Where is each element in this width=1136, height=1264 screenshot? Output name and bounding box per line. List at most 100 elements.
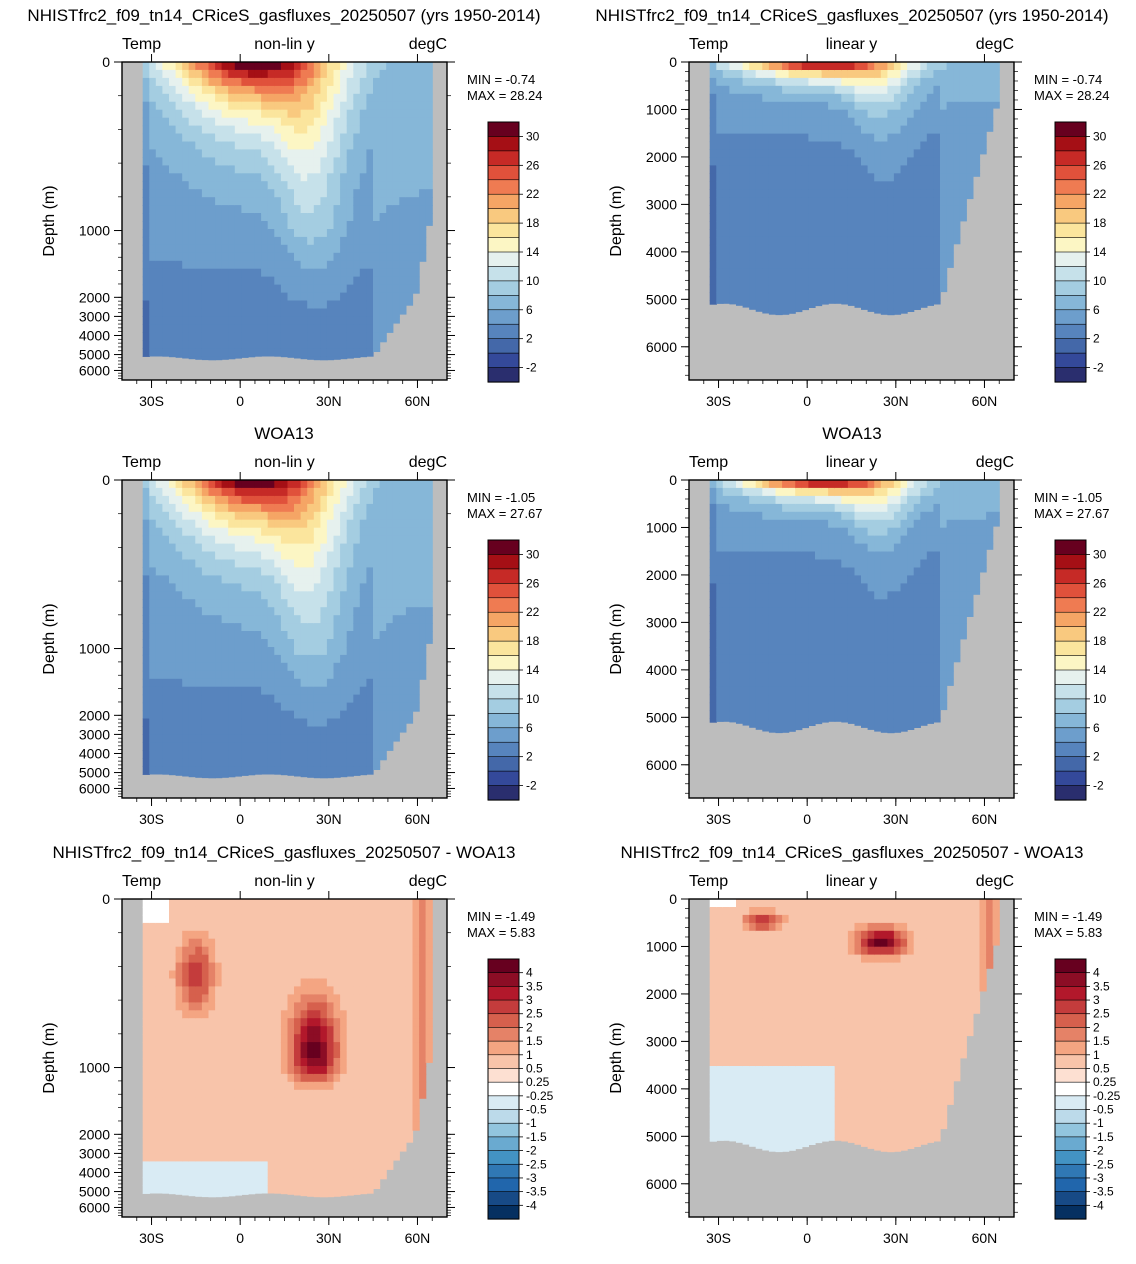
field-cell — [235, 575, 242, 584]
field-cell — [143, 727, 150, 736]
field-cell — [373, 253, 380, 262]
field-cell — [360, 742, 367, 751]
field-cell — [710, 269, 717, 278]
field-cell — [182, 332, 189, 341]
field-cell — [347, 86, 354, 95]
field-cell — [255, 647, 262, 656]
field-cell — [861, 213, 868, 222]
field-cell — [327, 126, 334, 135]
y-tick-label: 1000 — [79, 641, 110, 657]
field-cell — [255, 520, 262, 529]
field-cell — [710, 568, 717, 577]
field-cell — [143, 149, 150, 158]
field-cell — [874, 102, 881, 111]
field-cell — [947, 189, 954, 198]
field-cell — [288, 348, 295, 357]
field-cell — [189, 134, 196, 143]
field-cell — [202, 758, 209, 767]
field-cell — [426, 134, 433, 143]
field-cell — [399, 719, 406, 728]
colorbar-bin — [488, 165, 519, 180]
field-cell — [261, 639, 268, 648]
field-cell — [406, 528, 413, 537]
field-cell — [176, 269, 183, 278]
field-cell — [736, 261, 743, 270]
field-cell — [169, 324, 176, 333]
field-cell — [426, 536, 433, 545]
field-cell — [426, 213, 433, 222]
field-cell — [274, 703, 281, 712]
field-cell — [399, 165, 406, 174]
field-cell — [162, 134, 169, 143]
field-cell — [334, 237, 341, 246]
field-cell — [953, 134, 960, 143]
field-cell — [281, 639, 288, 648]
field-cell — [743, 301, 750, 308]
field-cell — [973, 86, 980, 95]
field-cell — [386, 615, 393, 624]
field-cell — [189, 727, 196, 736]
field-cell — [413, 671, 420, 680]
field-cell — [149, 639, 156, 648]
field-cell — [380, 679, 387, 688]
field-cell — [149, 157, 156, 166]
field-cell — [182, 615, 189, 624]
field-cell — [261, 528, 268, 537]
field-cell — [268, 126, 275, 135]
field-cell — [749, 237, 756, 246]
field-cell — [327, 269, 334, 278]
field-cell — [347, 94, 354, 103]
field-cell — [380, 727, 387, 736]
field-cell — [314, 173, 321, 182]
field-cell — [235, 742, 242, 751]
field-cell — [288, 332, 295, 341]
field-cell — [281, 711, 288, 720]
field-cell — [143, 591, 150, 600]
field-cell — [380, 94, 387, 103]
field-cell — [749, 221, 756, 230]
field-cell — [162, 277, 169, 286]
field-cell — [235, 774, 242, 776]
field-cell — [380, 181, 387, 190]
field-cell — [320, 742, 327, 751]
field-cell — [327, 679, 334, 688]
field-cell — [281, 727, 288, 736]
field-cell — [380, 488, 387, 497]
field-cell — [808, 157, 815, 166]
field-cell — [815, 237, 822, 246]
field-cell — [320, 679, 327, 688]
field-cell — [822, 110, 829, 119]
field-cell — [901, 221, 908, 230]
field-cell — [776, 118, 783, 127]
field-cell — [301, 213, 308, 222]
field-cell — [736, 189, 743, 198]
field-cell — [334, 86, 341, 95]
field-cell — [920, 245, 927, 254]
field-cell — [782, 261, 789, 270]
field-cell — [268, 110, 275, 119]
field-cell — [789, 221, 796, 230]
field-cell — [248, 102, 255, 111]
field-cell — [307, 102, 314, 111]
field-cell — [789, 285, 796, 294]
field-cell — [815, 189, 822, 198]
field-cell — [920, 78, 927, 87]
field-cell — [874, 197, 881, 206]
field-cell — [749, 165, 756, 174]
field-cell — [195, 536, 202, 545]
field-cell — [749, 94, 756, 103]
field-cell — [413, 536, 420, 545]
field-cell — [340, 647, 347, 656]
field-cell — [189, 488, 196, 497]
field-cell — [914, 70, 921, 79]
field-cell — [920, 181, 927, 190]
field-cell — [776, 277, 783, 286]
field-cell — [907, 245, 914, 254]
field-cell — [907, 102, 914, 111]
field-cell — [380, 189, 387, 198]
field-cell — [268, 134, 275, 143]
field-cell — [268, 750, 275, 759]
field-cell — [399, 567, 406, 576]
panel-label-right: degC — [976, 36, 1014, 53]
field-cell — [743, 165, 750, 174]
